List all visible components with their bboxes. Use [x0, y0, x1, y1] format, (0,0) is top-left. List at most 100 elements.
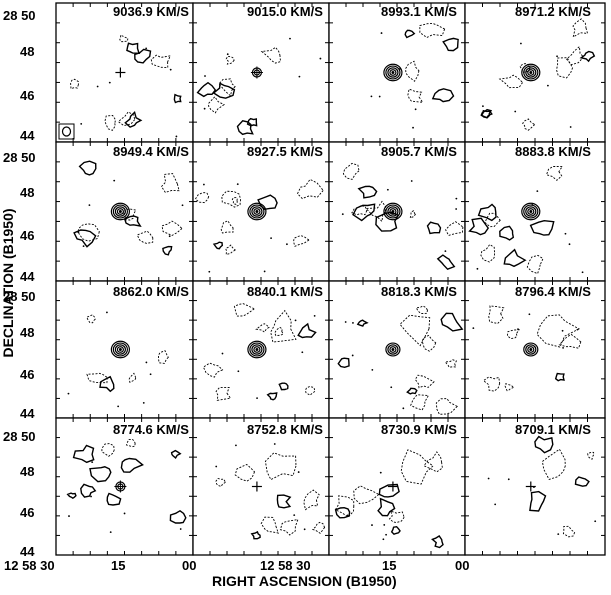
negative-contour [353, 485, 380, 505]
source-contour [110, 202, 130, 221]
noise-dot [113, 179, 116, 182]
velocity-label: 9015.0 KM/S [247, 4, 323, 19]
negative-contour [504, 383, 515, 392]
source-contour [389, 346, 397, 353]
noise-dot [117, 405, 120, 408]
noise-dot [303, 528, 306, 531]
noise-dot [410, 180, 413, 182]
positive-contour [431, 88, 455, 103]
noise-dot [88, 204, 91, 207]
noise-dot [297, 471, 300, 473]
negative-contour [101, 443, 115, 457]
velocity-label: 8730.9 KM/S [381, 422, 457, 437]
noise-dot [557, 533, 560, 536]
negative-contour [270, 309, 297, 343]
velocity-label: 8840.1 KM/S [247, 284, 323, 299]
source-peak [118, 210, 122, 213]
noise-dot [455, 197, 458, 200]
source-contour [521, 63, 541, 82]
channel-panel [464, 2, 606, 143]
negative-contour [409, 210, 417, 219]
noise-dot [494, 503, 497, 506]
source-peak [391, 210, 395, 213]
positive-contour [499, 225, 515, 241]
noise-dot [414, 108, 417, 111]
xtick-right-123: 12 58 30 [260, 558, 311, 573]
source-contour [383, 63, 403, 82]
positive-contour [503, 248, 527, 268]
source-contour [525, 206, 537, 217]
negative-contour [435, 398, 458, 415]
noise-dot [273, 443, 276, 445]
noise-dot [380, 32, 383, 34]
source-contour [387, 344, 399, 355]
noise-dot [536, 190, 539, 193]
channel-panel [328, 417, 466, 556]
source-contour [527, 69, 535, 76]
noise-dot [236, 183, 239, 186]
noise-dot [385, 533, 387, 536]
source-contour [389, 69, 397, 76]
negative-contour [526, 254, 544, 275]
positive-contour [406, 387, 418, 395]
velocity-label: 8796.4 KM/S [515, 284, 591, 299]
noise-dot [270, 237, 272, 240]
source-contour [251, 206, 263, 217]
velocity-label: 9036.9 KM/S [113, 4, 189, 19]
negative-contour [311, 521, 326, 534]
noise-dot [319, 57, 322, 60]
negative-contour [562, 525, 576, 538]
positive-contour [124, 110, 143, 128]
noise-dot [444, 250, 447, 253]
source-peak [391, 348, 395, 351]
noise-dot [386, 188, 389, 191]
positive-contour [120, 457, 144, 473]
source-contour [249, 204, 265, 219]
noise-dot [581, 271, 584, 274]
xtick-left-00: 00 [182, 558, 197, 573]
noise-dot [91, 461, 94, 464]
noise-dot [528, 313, 531, 316]
negative-contour [220, 220, 234, 234]
positive-contour [579, 50, 596, 63]
panel-frame [464, 280, 606, 419]
positive-contour [431, 535, 444, 549]
channel-panel [55, 2, 194, 143]
source-contour [253, 208, 261, 215]
noise-dot [382, 538, 385, 541]
negative-contour [587, 451, 595, 460]
positive-contour [162, 245, 173, 256]
negative-contour [482, 376, 501, 392]
noise-dot [286, 243, 288, 246]
source-contour [247, 340, 267, 359]
noise-dot [487, 477, 490, 480]
xtick-right-15: 15 [382, 558, 397, 573]
positive-contour [534, 435, 554, 454]
negative-contour [136, 230, 154, 244]
noise-dot [341, 213, 344, 216]
channel-panel [464, 280, 606, 419]
negative-contour [506, 329, 520, 340]
noise-dot [142, 401, 145, 404]
source-contour [523, 65, 539, 80]
negative-contour [445, 221, 464, 236]
positive-contour [106, 492, 122, 506]
channel-panel [55, 141, 194, 282]
negative-contour [225, 55, 235, 65]
noise-dot [80, 123, 83, 125]
noise-dot [181, 204, 184, 207]
positive-contour [477, 203, 497, 222]
ytick-row3-2850: 28 50 [3, 289, 36, 304]
panel-frame [328, 141, 466, 282]
negative-contour [572, 18, 589, 38]
positive-contour [334, 506, 351, 519]
positive-contour [554, 372, 565, 382]
negative-contour [125, 438, 136, 448]
positive-contour [236, 120, 254, 136]
channel-panel [464, 141, 606, 282]
negative-contour [160, 173, 180, 193]
negative-contour [86, 372, 108, 384]
negative-contour [304, 385, 316, 396]
positive-contour [72, 444, 95, 464]
